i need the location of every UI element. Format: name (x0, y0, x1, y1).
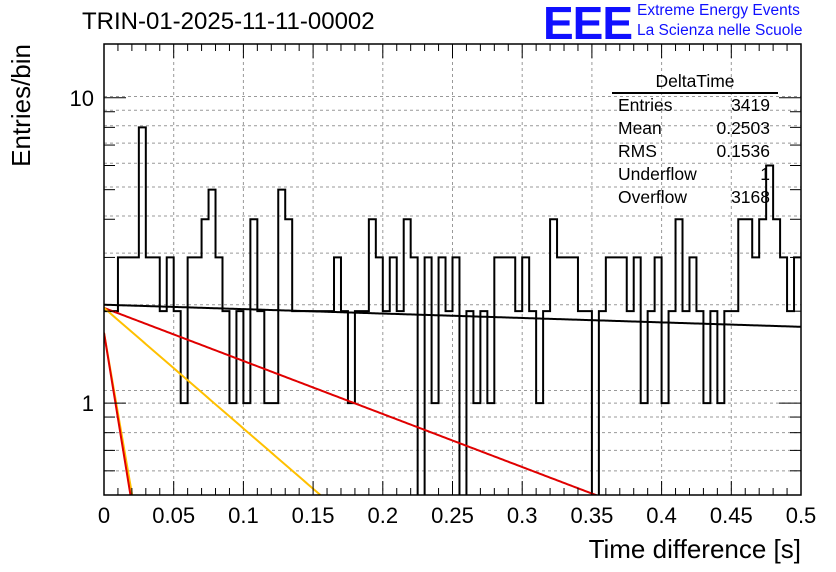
stats-value: 1 (760, 164, 770, 184)
stats-label: Overflow (618, 187, 688, 207)
y-axis-label: Entries/bin (6, 44, 36, 167)
eee-logo: EEE (543, 0, 633, 49)
histogram-series (104, 126, 801, 495)
x-tick-label: 0.15 (292, 503, 335, 528)
stats-label: Entries (618, 95, 673, 115)
stats-value: 0.1536 (716, 141, 770, 161)
stats-label: Mean (618, 118, 662, 138)
x-axis-label: Time difference [s] (589, 534, 801, 564)
x-tick-label: 0.45 (710, 503, 753, 528)
x-tick-label: 0.1 (228, 503, 259, 528)
stats-row-mean: Mean 0.2503 (612, 117, 778, 140)
x-tick-label: 0.05 (152, 503, 195, 528)
stats-label: Underflow (618, 164, 697, 184)
logo-line1: Extreme Energy Events (637, 2, 800, 19)
fit-black-line (104, 303, 801, 328)
fit-yellow-line (104, 307, 322, 495)
stats-row-rms: RMS 0.1536 (612, 140, 778, 163)
x-tick-label: 0.35 (570, 503, 613, 528)
y-tick-label: 1 (82, 391, 94, 416)
logo-line2: La Scienza nelle Scuole (637, 22, 803, 39)
stats-value: 3168 (731, 187, 770, 207)
stats-box: DeltaTime Entries 3419 Mean 0.2503 RMS 0.15… (612, 70, 778, 209)
y-tick-label: 10 (70, 86, 94, 111)
stats-value: 0.2503 (716, 118, 770, 138)
x-tick-label: 0.5 (786, 503, 817, 528)
fit-red-line (104, 306, 599, 495)
stats-row-overflow: Overflow 3168 (612, 186, 778, 209)
x-tick-label: 0.25 (431, 503, 474, 528)
stats-row-underflow: Underflow 1 (612, 163, 778, 186)
stats-title: DeltaTime (612, 70, 778, 94)
stats-row-entries: Entries 3419 (612, 94, 778, 117)
x-tick-label: 0.4 (646, 503, 677, 528)
fit-steep-red-line (104, 332, 132, 495)
x-tick-label: 0.2 (368, 503, 399, 528)
x-tick-label: 0.3 (507, 503, 538, 528)
page-title: TRIN-01-2025-11-11-00002 (82, 8, 375, 35)
stats-label: RMS (618, 141, 657, 161)
x-tick-label: 0 (98, 503, 110, 528)
stats-value: 3419 (731, 95, 770, 115)
